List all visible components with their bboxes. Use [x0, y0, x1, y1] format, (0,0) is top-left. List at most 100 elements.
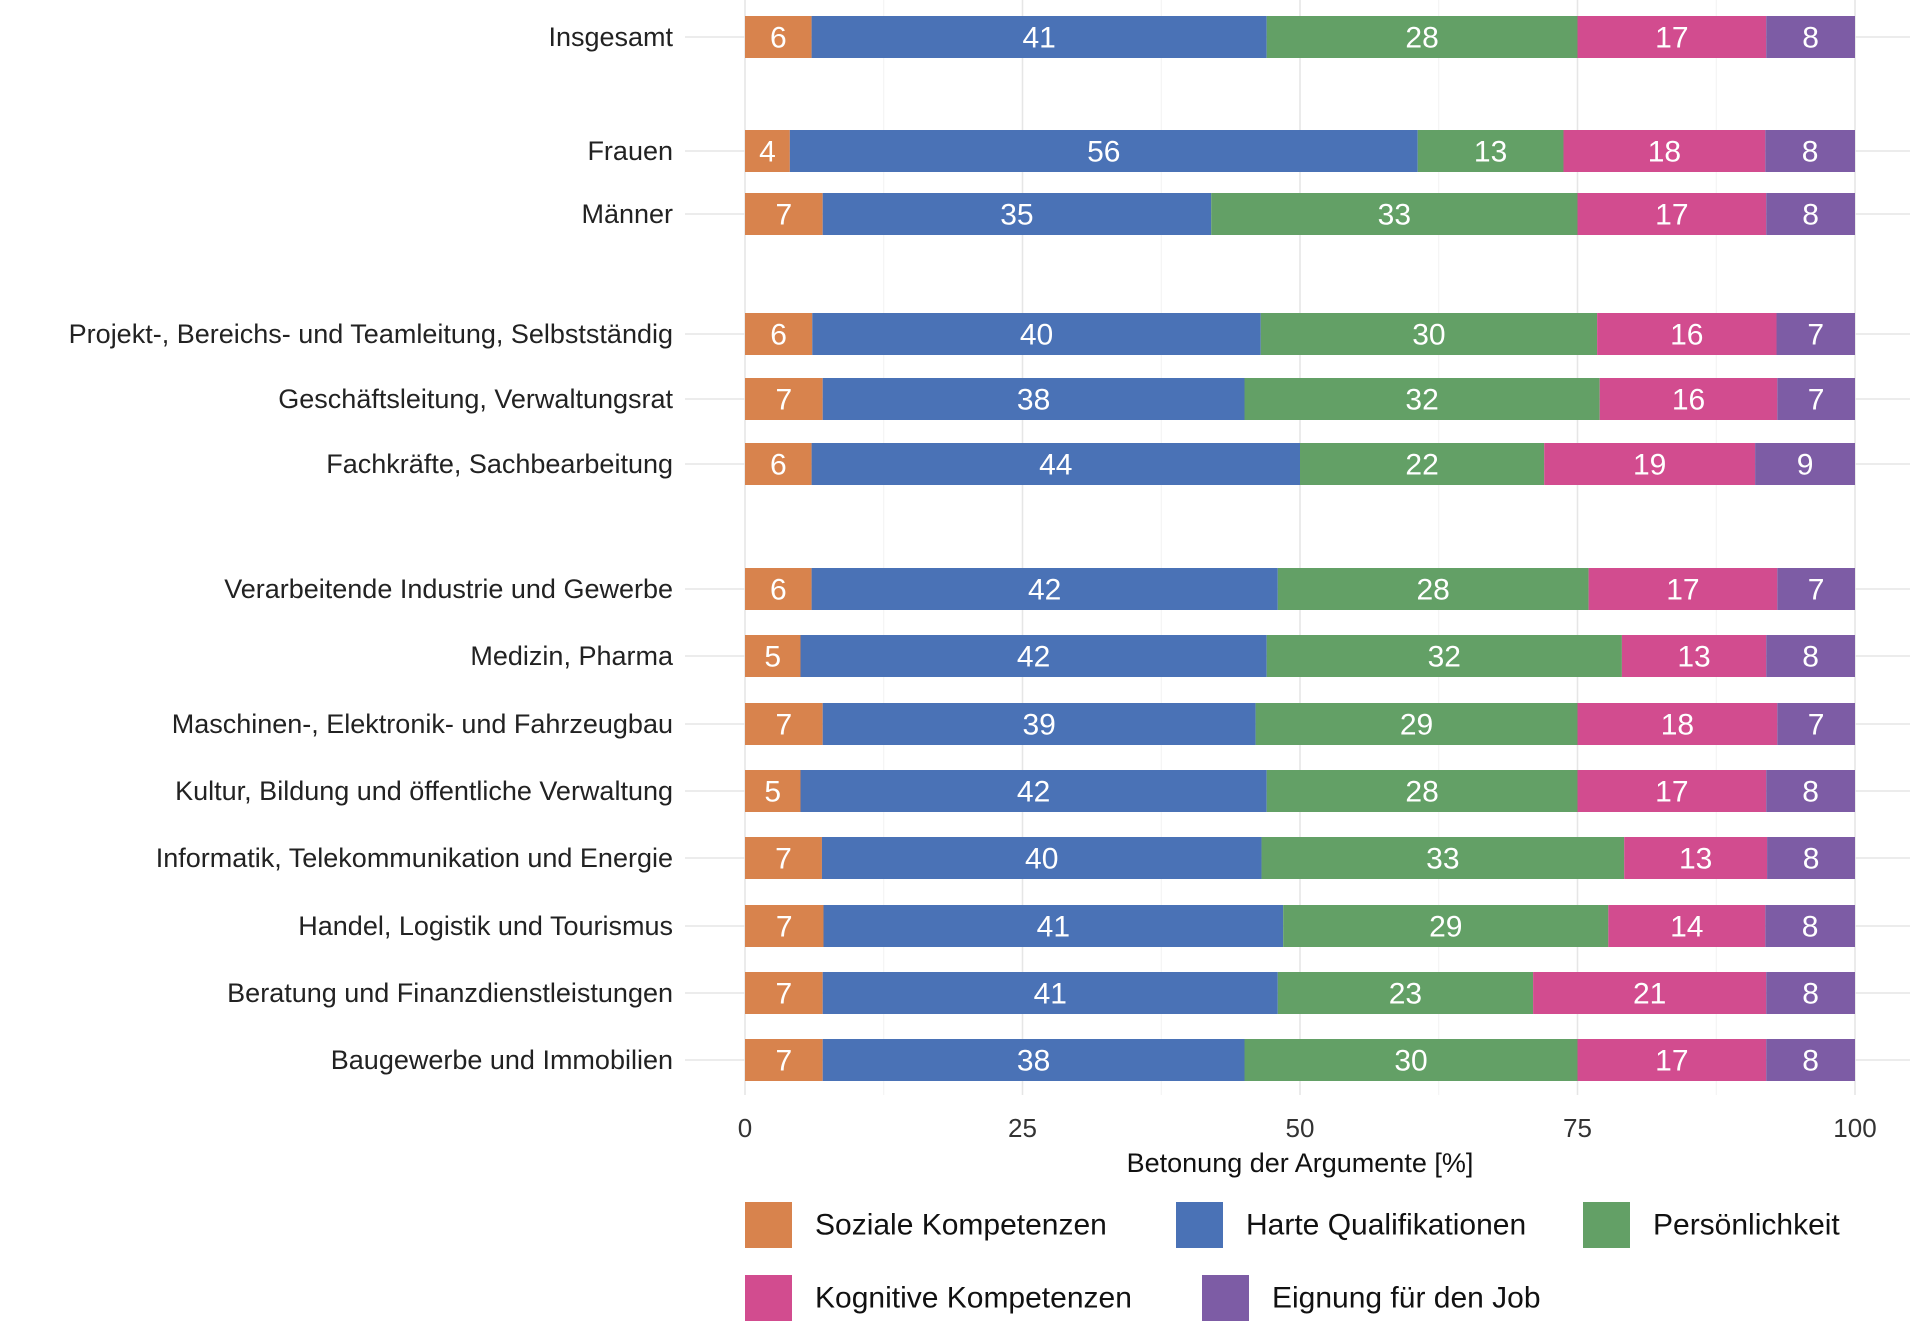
data-label: 38 — [1017, 384, 1050, 417]
data-label: 38 — [1017, 1045, 1050, 1078]
bar-segment — [745, 193, 823, 235]
data-label: 41 — [1037, 911, 1070, 944]
category-label: Frauen — [587, 136, 673, 166]
bar-segment — [811, 443, 1300, 485]
bar-segment — [745, 770, 801, 812]
data-label: 6 — [770, 449, 787, 482]
data-label: 33 — [1378, 199, 1411, 232]
category-label: Baugewerbe und Immobilien — [331, 1045, 673, 1075]
legend-swatch — [1176, 1202, 1223, 1248]
bar-segment — [1766, 193, 1855, 235]
bar-segment — [1621, 635, 1767, 677]
bar-segment — [1244, 1039, 1578, 1081]
category-label: Verarbeitende Industrie und Gewerbe — [224, 574, 673, 604]
bar-segment — [1776, 313, 1855, 355]
data-label: 23 — [1389, 978, 1422, 1011]
bar-segment — [1255, 703, 1578, 745]
bar-segment — [745, 703, 823, 745]
data-label: 40 — [1025, 843, 1058, 876]
bar-segment — [745, 443, 812, 485]
data-label: 8 — [1802, 911, 1819, 944]
data-label: 41 — [1022, 22, 1055, 55]
bar-segment — [822, 972, 1278, 1014]
data-label: 5 — [764, 776, 781, 809]
bar-segment — [1211, 193, 1578, 235]
data-label: 7 — [776, 384, 793, 417]
bar-segment — [1766, 635, 1855, 677]
data-label: 42 — [1017, 776, 1050, 809]
data-label: 17 — [1655, 22, 1688, 55]
x-tick-label: 0 — [738, 1113, 752, 1143]
category-label: Geschäftsleitung, Verwaltungsrat — [278, 384, 673, 414]
category-label: Informatik, Telekommunikation und Energi… — [156, 843, 673, 873]
data-label: 35 — [1000, 199, 1033, 232]
data-label: 13 — [1679, 843, 1712, 876]
data-label: 29 — [1429, 911, 1462, 944]
data-label: 16 — [1670, 319, 1703, 352]
data-label: 8 — [1802, 641, 1819, 674]
data-label: 30 — [1394, 1045, 1427, 1078]
category-label: Kultur, Bildung und öffentliche Verwaltu… — [175, 776, 673, 806]
bar-segment — [811, 568, 1278, 610]
legend-swatch — [1583, 1202, 1630, 1248]
x-tick-label: 75 — [1563, 1113, 1592, 1143]
data-label: 7 — [776, 911, 793, 944]
data-label: 17 — [1655, 1045, 1688, 1078]
bar-segment — [1260, 313, 1598, 355]
data-label: 42 — [1017, 641, 1050, 674]
x-axis-title: Betonung der Argumente [%] — [1127, 1148, 1474, 1178]
bar-segment — [745, 130, 790, 172]
bar-segment — [1300, 443, 1545, 485]
bar-segment — [1766, 972, 1855, 1014]
data-label: 8 — [1803, 843, 1820, 876]
data-label: 8 — [1802, 978, 1819, 1011]
data-label: 28 — [1417, 574, 1450, 607]
data-label: 7 — [1808, 384, 1825, 417]
data-label: 17 — [1655, 776, 1688, 809]
data-label: 44 — [1039, 449, 1072, 482]
bar-segment — [1608, 905, 1766, 947]
bar-segment — [1283, 905, 1609, 947]
legend-label: Persönlichkeit — [1653, 1209, 1840, 1242]
category-label: Medizin, Pharma — [470, 641, 674, 671]
data-label: 8 — [1802, 136, 1819, 169]
bar-segment — [1261, 837, 1625, 879]
bar-segment — [1277, 972, 1534, 1014]
bar-segment — [1563, 130, 1766, 172]
category-label: Männer — [581, 199, 673, 229]
bar-segment — [800, 770, 1267, 812]
bar-segment — [1599, 378, 1778, 420]
x-tick-label: 100 — [1833, 1113, 1876, 1143]
bar-segment — [1266, 16, 1578, 58]
data-label: 28 — [1405, 22, 1438, 55]
data-label: 21 — [1633, 978, 1666, 1011]
bar-segment — [745, 635, 801, 677]
bar-segment — [822, 378, 1245, 420]
category-label: Projekt-, Bereichs- und Teamleitung, Sel… — [69, 319, 673, 349]
legend-swatch — [1202, 1275, 1249, 1321]
data-label: 56 — [1087, 136, 1120, 169]
data-label: 13 — [1677, 641, 1710, 674]
legend-label: Soziale Kompetenzen — [815, 1209, 1107, 1242]
category-label: Handel, Logistik und Tourismus — [298, 911, 673, 941]
bar-segment — [1755, 443, 1855, 485]
bar-segment — [1577, 703, 1778, 745]
data-label: 16 — [1672, 384, 1705, 417]
data-label: 14 — [1670, 911, 1703, 944]
data-label: 7 — [776, 978, 793, 1011]
bar-segment — [745, 905, 824, 947]
bar-segment — [1766, 1039, 1855, 1081]
legend-label: Kognitive Kompetenzen — [815, 1282, 1132, 1315]
bar-segment — [822, 703, 1256, 745]
x-tick-label: 50 — [1286, 1113, 1315, 1143]
data-label: 42 — [1028, 574, 1061, 607]
data-label: 4 — [759, 136, 776, 169]
bar-segment — [1777, 378, 1855, 420]
bar-segment — [1777, 568, 1855, 610]
bar-segment — [1544, 443, 1756, 485]
data-label: 6 — [770, 319, 787, 352]
data-label: 6 — [770, 22, 787, 55]
bar-segment — [1765, 130, 1855, 172]
bar-segment — [1624, 837, 1768, 879]
